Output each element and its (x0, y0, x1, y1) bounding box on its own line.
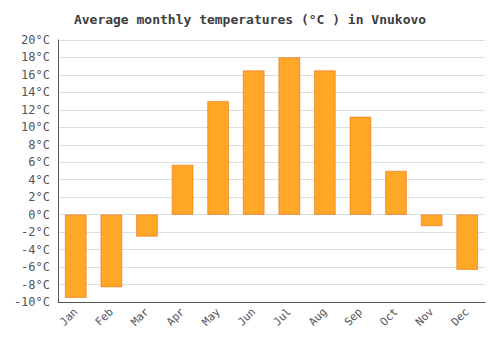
svg-text:Jul: Jul (271, 305, 294, 328)
svg-text:14°C: 14°C (21, 85, 50, 99)
svg-text:8°C: 8°C (28, 138, 50, 152)
svg-text:16°C: 16°C (21, 68, 50, 82)
svg-text:Average monthly temperatures (: Average monthly temperatures (°C ) in Vn… (74, 12, 426, 27)
svg-text:Jun: Jun (235, 305, 258, 328)
svg-text:Jan: Jan (57, 305, 80, 328)
svg-text:6°C: 6°C (28, 155, 50, 169)
svg-text:10°C: 10°C (21, 120, 50, 134)
svg-text:12°C: 12°C (21, 103, 50, 117)
svg-text:Oct: Oct (377, 305, 400, 328)
svg-text:Aug: Aug (306, 305, 329, 328)
svg-text:20°C: 20°C (21, 33, 50, 47)
svg-text:-4°C: -4°C (21, 243, 50, 257)
svg-text:0°C: 0°C (28, 208, 50, 222)
svg-text:Apr: Apr (164, 305, 187, 328)
svg-text:Feb: Feb (93, 305, 116, 328)
svg-text:-10°C: -10°C (14, 295, 50, 309)
svg-text:-6°C: -6°C (21, 260, 50, 274)
svg-text:Dec: Dec (449, 305, 472, 328)
svg-text:4°C: 4°C (28, 173, 50, 187)
svg-text:Nov: Nov (413, 305, 436, 328)
svg-text:18°C: 18°C (21, 50, 50, 64)
svg-text:-2°C: -2°C (21, 225, 50, 239)
svg-text:May: May (199, 305, 222, 328)
svg-text:Mar: Mar (128, 305, 151, 328)
svg-text:-8°C: -8°C (21, 278, 50, 292)
svg-text:Sep: Sep (342, 305, 365, 328)
svg-text:2°C: 2°C (28, 190, 50, 204)
